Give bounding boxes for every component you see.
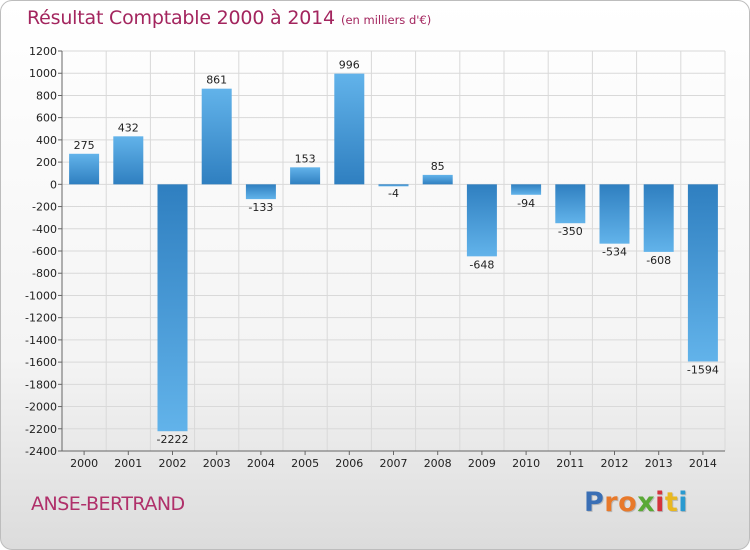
- x-tick-label-2011: 2011: [556, 457, 584, 470]
- x-tick-label-2008: 2008: [424, 457, 452, 470]
- y-tick-label: 1200: [29, 45, 57, 58]
- value-label-2014: -1594: [687, 363, 719, 376]
- value-label-2005: 153: [295, 152, 316, 165]
- bar-2014[interactable]: [687, 184, 718, 362]
- y-tick-label: -600: [32, 245, 57, 258]
- bar-2010[interactable]: [511, 184, 542, 195]
- value-label-2003: 861: [206, 74, 227, 87]
- value-label-2013: -608: [646, 254, 671, 267]
- x-tick-label-2004: 2004: [247, 457, 275, 470]
- y-tick-label: -1400: [25, 334, 57, 347]
- x-tick-label-2002: 2002: [159, 457, 187, 470]
- y-tick-label: -1200: [25, 312, 57, 325]
- logo-letter: t: [664, 487, 679, 518]
- x-tick-label-2000: 2000: [70, 457, 98, 470]
- y-tick-label: 0: [50, 178, 57, 191]
- value-label-2001: 432: [118, 121, 139, 134]
- bar-2006[interactable]: [334, 73, 365, 185]
- logo-letter: i: [655, 487, 665, 518]
- y-tick-label: 600: [36, 112, 57, 125]
- axis-layer: 120010008006004002000-200-400-600-800-10…: [25, 45, 725, 470]
- label-layer: 275 432 -2222 861 -133 153 996 -4 85 -648 -94 -350 -…: [74, 59, 719, 447]
- y-tick-label: 1000: [29, 67, 57, 80]
- bar-2004[interactable]: [245, 184, 276, 200]
- x-tick-label-2009: 2009: [468, 457, 496, 470]
- value-label-2002: -2222: [157, 433, 189, 446]
- value-label-2004: -133: [248, 201, 273, 214]
- value-label-2006: 996: [339, 59, 360, 72]
- y-tick-label: -400: [32, 223, 57, 236]
- x-tick-label-2013: 2013: [645, 457, 673, 470]
- x-tick-label-2007: 2007: [380, 457, 408, 470]
- bar-2011[interactable]: [555, 184, 586, 224]
- bar-2003[interactable]: [201, 88, 232, 185]
- bar-2002[interactable]: [157, 184, 188, 432]
- y-tick-label: -2200: [25, 423, 57, 436]
- y-tick-label: 800: [36, 89, 57, 102]
- logo-letter: r: [604, 487, 619, 518]
- value-label-2010: -94: [517, 197, 535, 210]
- x-tick-label-2014: 2014: [689, 457, 717, 470]
- bar-layer: [69, 73, 718, 432]
- bar-2007[interactable]: [378, 184, 409, 187]
- y-tick-label: -2400: [25, 445, 57, 458]
- value-label-2008: 85: [431, 160, 445, 173]
- value-label-2000: 275: [74, 139, 95, 152]
- y-tick-label: -800: [32, 267, 57, 280]
- bar-2012[interactable]: [599, 184, 630, 244]
- x-tick-label-2012: 2012: [601, 457, 629, 470]
- y-tick-label: -1000: [25, 289, 57, 302]
- proxiti-logo[interactable]: Proxiti: [584, 487, 688, 518]
- value-label-2011: -350: [558, 225, 583, 238]
- bar-2000[interactable]: [69, 153, 100, 185]
- y-tick-label: -1800: [25, 378, 57, 391]
- commune-name: ANSE-BERTRAND: [31, 493, 185, 515]
- y-tick-label: 200: [36, 156, 57, 169]
- chart-subtitle: (en milliers d'€): [341, 13, 432, 27]
- bar-2001[interactable]: [113, 136, 144, 185]
- y-tick-label: 400: [36, 134, 57, 147]
- bar-2005[interactable]: [290, 167, 321, 185]
- x-tick-label-2010: 2010: [512, 457, 540, 470]
- logo-letter: i: [678, 487, 689, 518]
- logo-letter: o: [618, 487, 638, 518]
- bar-2008[interactable]: [422, 174, 453, 185]
- bar-2013[interactable]: [643, 184, 674, 252]
- logo-letter: x: [637, 487, 656, 518]
- bar-2009[interactable]: [466, 184, 497, 257]
- x-tick-label-2005: 2005: [291, 457, 319, 470]
- value-label-2009: -648: [469, 258, 494, 271]
- x-tick-label-2006: 2006: [335, 457, 363, 470]
- y-tick-label: -2000: [25, 401, 57, 414]
- chart-title: Résultat Comptable 2000 à 2014: [27, 7, 335, 29]
- x-tick-label-2001: 2001: [114, 457, 142, 470]
- value-label-2007: -4: [388, 187, 399, 200]
- y-tick-label: -1600: [25, 356, 57, 369]
- y-tick-label: -200: [32, 201, 57, 214]
- logo-letter: P: [584, 487, 605, 518]
- x-tick-label-2003: 2003: [203, 457, 231, 470]
- value-label-2012: -534: [602, 246, 627, 259]
